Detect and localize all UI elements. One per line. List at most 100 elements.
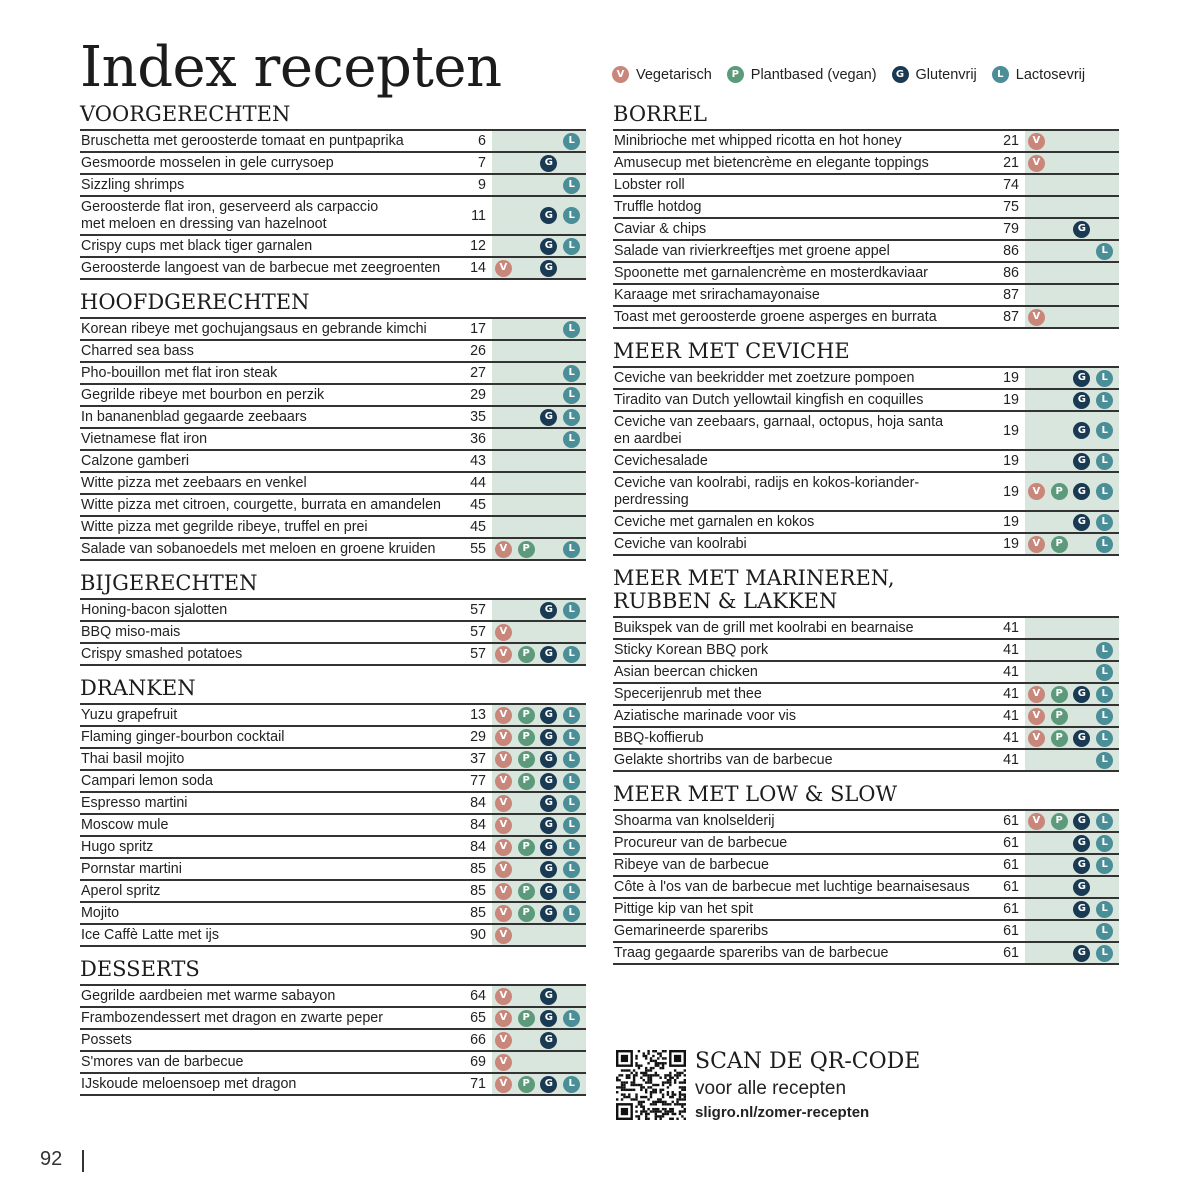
qr-code-icon[interactable] <box>616 1050 686 1120</box>
recipe-row[interactable]: Specerijenrub met thee 41 V P G L <box>613 684 1119 706</box>
glutenfree-badge-icon: G <box>540 237 558 255</box>
recipe-name: Asian beercan chicken <box>614 664 758 680</box>
recipe-list: Shoarma van knolselderij 61 V P G L Procureur … <box>613 809 1119 965</box>
recipe-name: Aperol spritz <box>81 883 161 899</box>
recipe-name: Buikspek van de grill met koolrabi en be… <box>614 620 914 636</box>
recipe-row[interactable]: Crispy smashed potatoes 57 V P G L <box>80 644 586 666</box>
recipe-row[interactable]: Toast met geroosterde groene asperges en… <box>613 307 1119 329</box>
recipe-name: Mojito <box>81 905 120 921</box>
recipe-row[interactable]: Ceviche van koolrabi, radijs en kokos-ko… <box>613 473 1119 512</box>
recipe-row[interactable]: Ice Caffè Latte met ijs 90 V <box>80 925 586 947</box>
recipe-row[interactable]: Vietnamese flat iron 36 L <box>80 429 586 451</box>
lactosefree-badge-icon: L <box>1096 513 1114 531</box>
recipe-row[interactable]: Gesmoorde mosselen in gele currysoep 7 G <box>80 153 586 175</box>
recipe-row[interactable]: Caviar & chips 79 G <box>613 219 1119 241</box>
recipe-row[interactable]: Geroosterde flat iron, geserveerd als ca… <box>80 197 586 236</box>
recipe-name: Toast met geroosterde groene asperges en… <box>614 309 937 325</box>
recipe-row[interactable]: Buikspek van de grill met koolrabi en be… <box>613 618 1119 640</box>
recipe-section: MEER MET MARINEREN, RUBBEN & LAKKEN Buiks… <box>613 567 1119 772</box>
recipe-row[interactable]: Espresso martini 84 V G L <box>80 793 586 815</box>
recipe-row[interactable]: Korean ribeye met gochujangsaus en gebra… <box>80 319 586 341</box>
recipe-row[interactable]: Flaming ginger-bourbon cocktail 29 V P G L <box>80 727 586 749</box>
recipe-row[interactable]: Yuzu grapefruit 13 V P G L <box>80 705 586 727</box>
recipe-row[interactable]: IJskoude meloensoep met dragon 71 V P G L <box>80 1074 586 1096</box>
plantbased-badge-icon: P <box>1050 707 1068 725</box>
recipe-row[interactable]: Ceviche van beekridder met zoetzure pomp… <box>613 368 1119 390</box>
recipe-row[interactable]: Pho-bouillon met flat iron steak 27 L <box>80 363 586 385</box>
recipe-row[interactable]: Witte pizza met citroen, courgette, burr… <box>80 495 586 517</box>
recipe-row[interactable]: Sizzling shrimps 9 L <box>80 175 586 197</box>
recipe-row[interactable]: Witte pizza met zeebaars en venkel 44 <box>80 473 586 495</box>
diet-badges: L <box>1025 662 1119 682</box>
recipe-row[interactable]: Tiradito van Dutch yellowtail kingfish e… <box>613 390 1119 412</box>
recipe-row[interactable]: Campari lemon soda 77 V P G L <box>80 771 586 793</box>
lactosefree-badge-icon: L <box>1096 834 1114 852</box>
recipe-row[interactable]: Aziatische marinade voor vis 41 V P L <box>613 706 1119 728</box>
recipe-row[interactable]: Côte à l'os van de barbecue met luchtige… <box>613 877 1119 899</box>
vegetarian-badge-icon: V <box>1027 154 1045 172</box>
recipe-name: Bruschetta met geroosterde tomaat en pun… <box>81 133 404 149</box>
recipe-row[interactable]: BBQ miso-mais 57 V <box>80 622 586 644</box>
recipe-row[interactable]: Aperol spritz 85 V P G L <box>80 881 586 903</box>
recipe-row[interactable]: Sticky Korean BBQ pork 41 L <box>613 640 1119 662</box>
recipe-row[interactable]: Gelakte shortribs van de barbecue 41 L <box>613 750 1119 772</box>
recipe-row[interactable]: Minibrioche met whipped ricotta en hot h… <box>613 131 1119 153</box>
recipe-row[interactable]: Salade van rivierkreeftjes met groene ap… <box>613 241 1119 263</box>
recipe-row[interactable]: BBQ-koffierub 41 V P G L <box>613 728 1119 750</box>
recipe-page-number: 19 <box>1003 422 1019 439</box>
recipe-row[interactable]: Witte pizza met gegrilde ribeye, truffel… <box>80 517 586 539</box>
recipe-row[interactable]: Ribeye van de barbecue 61 G L <box>613 855 1119 877</box>
recipe-row[interactable]: Shoarma van knolselderij 61 V P G L <box>613 811 1119 833</box>
recipe-name: Charred sea bass <box>81 343 194 359</box>
recipe-row[interactable]: Ceviche van zeebaars, garnaal, octopus, … <box>613 412 1119 451</box>
recipe-row[interactable]: Moscow mule 84 V G L <box>80 815 586 837</box>
recipe-row[interactable]: Cevichesalade 19 G L <box>613 451 1119 473</box>
recipe-page-number: 36 <box>470 431 486 447</box>
lactosefree-badge-icon: L <box>563 364 581 382</box>
recipe-row[interactable]: Spoonette met garnalencrème en mosterdka… <box>613 263 1119 285</box>
recipe-row[interactable]: Crispy cups met black tiger garnalen 12 G L <box>80 236 586 258</box>
recipe-row[interactable]: Pornstar martini 85 V G L <box>80 859 586 881</box>
recipe-row[interactable]: Mojito 85 V P G L <box>80 903 586 925</box>
recipe-row[interactable]: Thai basil mojito 37 V P G L <box>80 749 586 771</box>
recipe-name: Calzone gamberi <box>81 453 190 469</box>
recipe-row[interactable]: Frambozendessert met dragon en zwarte pe… <box>80 1008 586 1030</box>
recipe-row[interactable]: Possets 66 V G <box>80 1030 586 1052</box>
recipe-page-number: 19 <box>1003 370 1019 386</box>
recipe-row[interactable]: Calzone gamberi 43 <box>80 451 586 473</box>
recipe-row[interactable]: Salade van sobanoedels met meloen en gro… <box>80 539 586 561</box>
recipe-row[interactable]: S'mores van de barbecue 69 V <box>80 1052 586 1074</box>
glutenfree-badge-icon: G <box>1073 856 1091 874</box>
lactosefree-badge-icon: L <box>1096 369 1114 387</box>
recipe-row[interactable]: Karaage met srirachamayonaise 87 <box>613 285 1119 307</box>
recipe-row[interactable]: Honing-bacon sjalotten 57 G L <box>80 600 586 622</box>
recipe-row[interactable]: Asian beercan chicken 41 L <box>613 662 1119 684</box>
recipe-row[interactable]: In bananenblad gegaarde zeebaars 35 G L <box>80 407 586 429</box>
recipe-row[interactable]: Gegrilde aardbeien met warme sabayon 64 V G <box>80 986 586 1008</box>
recipe-row[interactable]: Gemarineerde spareribs 61 L <box>613 921 1119 943</box>
recipe-row[interactable]: Gegrilde ribeye met bourbon en perzik 29 L <box>80 385 586 407</box>
recipe-row[interactable]: Ceviche met garnalen en kokos 19 G L <box>613 512 1119 534</box>
recipe-row[interactable]: Lobster roll 74 <box>613 175 1119 197</box>
scan-url-link[interactable]: sligro.nl/zomer-recepten <box>695 1104 870 1121</box>
recipe-row[interactable]: Hugo spritz 84 V P G L <box>80 837 586 859</box>
recipe-page-number: 35 <box>470 409 486 425</box>
recipe-row[interactable]: Ceviche van koolrabi 19 V P L <box>613 534 1119 556</box>
recipe-row[interactable]: Amusecup met bietencrème en elegante top… <box>613 153 1119 175</box>
recipe-row[interactable]: Charred sea bass 26 <box>80 341 586 363</box>
recipe-row[interactable]: Geroosterde langoest van de barbecue met… <box>80 258 586 280</box>
recipe-row[interactable]: Traag gegaarde spareribs van de barbecue… <box>613 943 1119 965</box>
recipe-section: VOORGERECHTEN Bruschetta met geroosterde … <box>80 103 586 280</box>
lactosefree-badge-icon: L <box>1096 641 1114 659</box>
recipe-row[interactable]: Truffle hotdog 75 <box>613 197 1119 219</box>
glutenfree-badge-icon: G <box>1073 452 1091 470</box>
recipe-row[interactable]: Bruschetta met geroosterde tomaat en pun… <box>80 131 586 153</box>
recipe-row[interactable]: Procureur van de barbecue 61 G L <box>613 833 1119 855</box>
glutenfree-badge-icon: G <box>1073 513 1091 531</box>
recipe-row[interactable]: Pittige kip van het spit 61 G L <box>613 899 1119 921</box>
